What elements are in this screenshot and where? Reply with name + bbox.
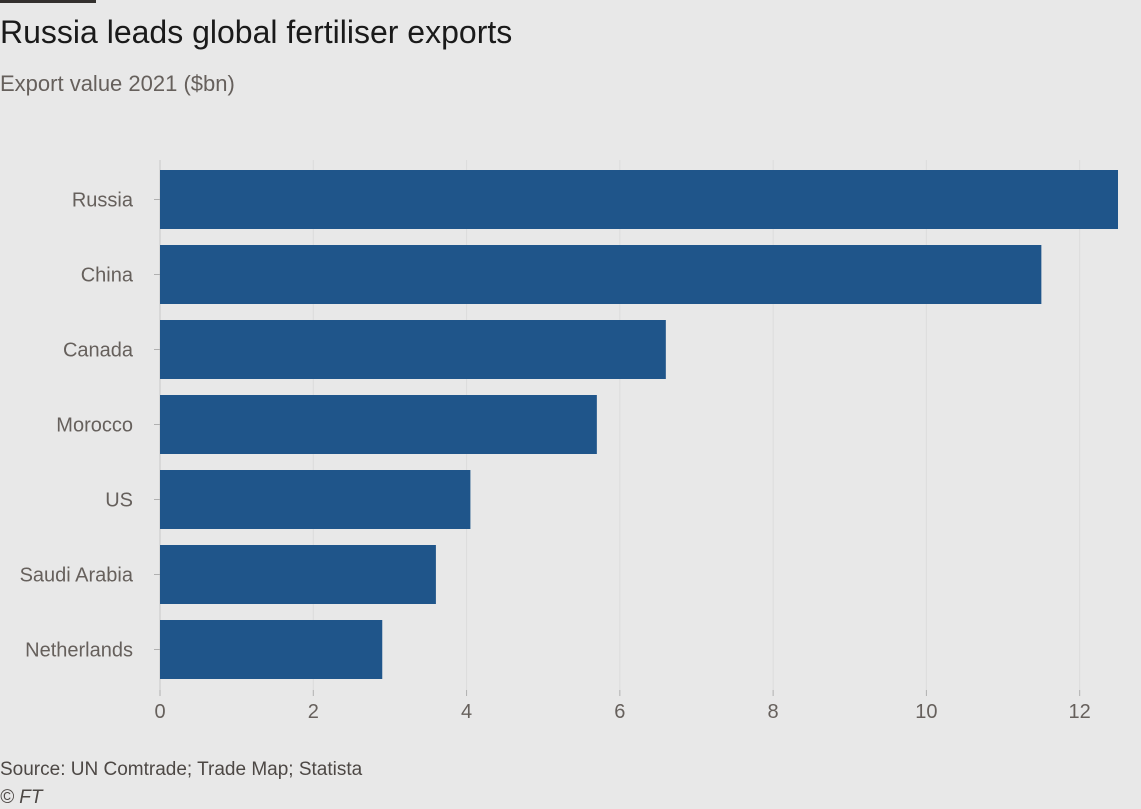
bar-saudi-arabia [160,545,436,604]
x-tick-label: 8 [768,701,779,723]
x-tick-label: 0 [154,701,165,723]
bar-morocco [160,395,597,454]
x-tick-label: 6 [614,701,625,723]
category-label: US [105,490,133,512]
category-label: China [81,265,134,287]
x-tick-label: 12 [1069,701,1091,723]
x-tick-label: 4 [461,701,472,723]
bar-chart: Russia China Canada Morocco US Saudi Arabia Ne… [20,160,1118,723]
category-label: Russia [72,190,134,212]
bar-china [160,245,1042,304]
top-rule [0,0,96,3]
copyright-credit: © FT [0,787,43,808]
chart-subtitle: Export value 2021 ($bn) [0,71,235,96]
x-tick-label: 10 [915,701,937,723]
category-label: Morocco [56,415,133,437]
x-tick-label: 2 [308,701,319,723]
bar-canada [160,320,666,379]
source-note: Source: UN Comtrade; Trade Map; Statista [0,759,363,780]
chart-title: Russia leads global fertiliser exports [0,14,513,50]
bar-netherlands [160,620,383,679]
category-label: Canada [63,340,134,362]
bar-us [160,470,471,529]
bar-russia [160,170,1118,229]
category-label: Saudi Arabia [20,565,134,587]
category-label: Netherlands [25,640,133,662]
